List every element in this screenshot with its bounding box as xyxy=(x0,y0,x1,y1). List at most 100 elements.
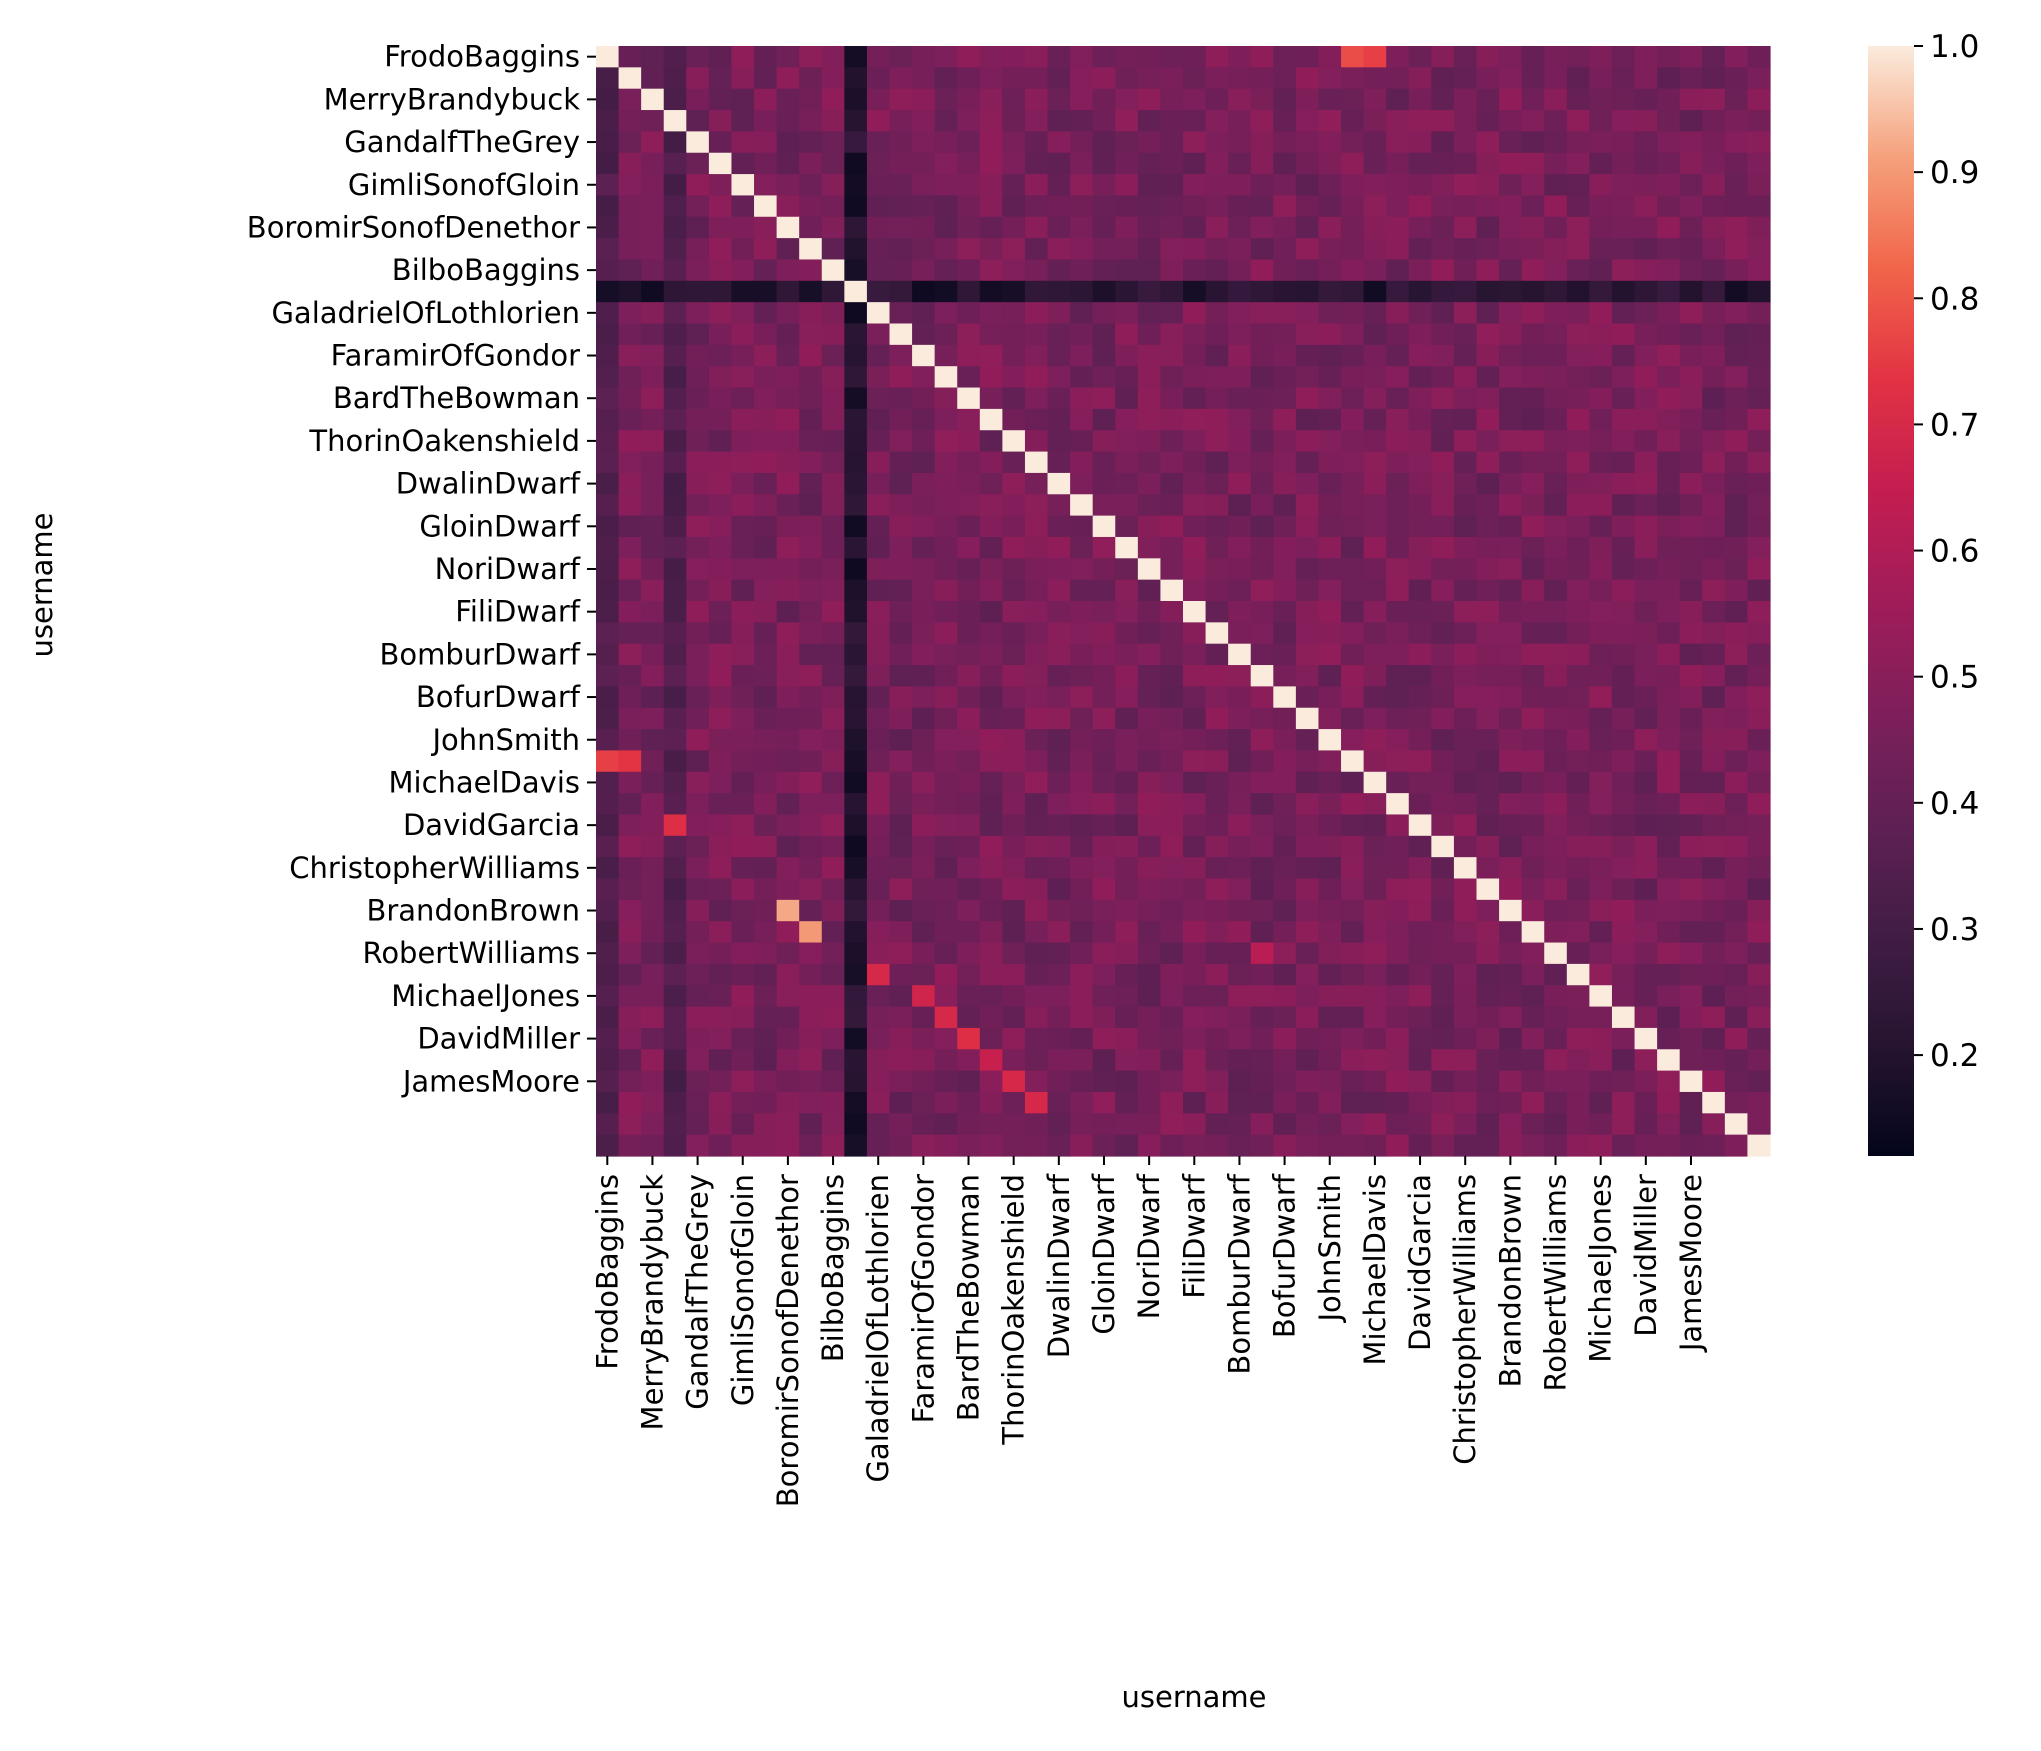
heatmap-cell xyxy=(754,387,778,410)
heatmap-cell xyxy=(1747,238,1771,261)
heatmap-cell xyxy=(1160,771,1184,794)
heatmap-cell xyxy=(1318,536,1342,559)
heatmap-cell xyxy=(1589,88,1613,111)
heatmap-cell xyxy=(1702,1070,1726,1093)
heatmap-cell xyxy=(1341,835,1365,858)
heatmap-cell xyxy=(686,793,710,816)
heatmap-cell xyxy=(776,835,800,858)
heatmap-cell xyxy=(957,195,981,218)
x-tick-label: BofurDwarf xyxy=(1268,1173,1302,1338)
heatmap-cell xyxy=(776,878,800,901)
heatmap-cell xyxy=(596,195,620,218)
heatmap-cell xyxy=(1702,131,1726,154)
heatmap-cell xyxy=(1318,963,1342,986)
heatmap-cell xyxy=(1747,46,1771,68)
heatmap-cell xyxy=(1544,1091,1568,1114)
heatmap-cell xyxy=(844,430,868,453)
heatmap-cell xyxy=(1408,344,1432,367)
heatmap-cell xyxy=(686,1027,710,1050)
heatmap-cell xyxy=(1363,835,1387,858)
heatmap-cell xyxy=(618,366,642,389)
heatmap-cell xyxy=(1453,174,1478,197)
heatmap-cell xyxy=(618,558,642,581)
heatmap-cell xyxy=(1273,430,1297,453)
heatmap-cell xyxy=(1295,259,1320,282)
heatmap-cell xyxy=(1273,771,1297,794)
heatmap-cell xyxy=(1431,771,1455,794)
heatmap-cell xyxy=(1521,430,1545,453)
heatmap-cell xyxy=(1453,793,1478,816)
heatmap-cell xyxy=(1544,280,1568,303)
heatmap-cell xyxy=(1183,643,1207,666)
heatmap-cell xyxy=(799,686,823,709)
heatmap-cell xyxy=(1566,899,1590,922)
heatmap-cell xyxy=(1589,46,1613,68)
heatmap-cell xyxy=(844,280,868,303)
heatmap-cell xyxy=(1386,216,1410,239)
heatmap-cell xyxy=(618,323,642,346)
heatmap-cell xyxy=(979,472,1003,495)
heatmap-cell xyxy=(1544,366,1568,389)
heatmap-cell xyxy=(1544,963,1568,986)
heatmap-cell xyxy=(1070,1134,1094,1157)
heatmap-cell xyxy=(844,1027,868,1050)
heatmap-cell xyxy=(1453,729,1478,752)
heatmap-cell xyxy=(889,707,913,730)
heatmap-cell xyxy=(1679,750,1703,773)
heatmap-cell xyxy=(1611,302,1636,325)
heatmap-cell xyxy=(1702,857,1726,880)
heatmap-cell xyxy=(1476,622,1500,645)
heatmap-cell xyxy=(1183,494,1207,517)
heatmap-cell xyxy=(1611,67,1636,90)
heatmap-cell xyxy=(912,835,936,858)
colorbar-ticks: 1.00.90.80.70.60.50.40.30.2 xyxy=(1914,29,1979,1074)
heatmap-cell xyxy=(979,878,1003,901)
heatmap-cell xyxy=(1386,985,1410,1008)
heatmap-cell xyxy=(754,729,778,752)
heatmap-cell xyxy=(618,515,642,538)
heatmap-cell xyxy=(1724,921,1749,944)
heatmap-cell xyxy=(1295,1113,1320,1136)
heatmap-cell xyxy=(596,558,620,581)
heatmap-cell xyxy=(1634,729,1658,752)
heatmap-cell xyxy=(1544,643,1568,666)
heatmap-cell xyxy=(1702,195,1726,218)
heatmap-cell xyxy=(663,515,687,538)
heatmap-cell xyxy=(1611,344,1636,367)
heatmap-cell xyxy=(1431,88,1455,111)
heatmap-cell xyxy=(912,131,936,154)
heatmap-cell xyxy=(1589,729,1613,752)
heatmap-cell xyxy=(1115,707,1139,730)
heatmap-cell xyxy=(1160,622,1184,645)
heatmap-cell xyxy=(1408,67,1432,90)
heatmap-cell xyxy=(866,110,891,132)
heatmap-cell xyxy=(1047,622,1071,645)
heatmap-cell xyxy=(1431,750,1455,773)
heatmap-cell xyxy=(618,1113,642,1136)
heatmap-cell xyxy=(912,1113,936,1136)
heatmap-cell xyxy=(1679,686,1703,709)
heatmap-cell xyxy=(1115,430,1139,453)
heatmap-cell xyxy=(1702,1049,1726,1072)
heatmap-cell xyxy=(1589,814,1613,837)
heatmap-cell xyxy=(889,729,913,752)
heatmap-cell xyxy=(663,686,687,709)
heatmap-cell xyxy=(618,963,642,986)
heatmap-cell xyxy=(957,857,981,880)
heatmap-cell xyxy=(1589,387,1613,410)
heatmap-cell xyxy=(1702,515,1726,538)
heatmap-cell xyxy=(934,131,958,154)
heatmap-cell xyxy=(912,1049,936,1072)
heatmap-cell xyxy=(1544,665,1568,687)
heatmap-cell xyxy=(957,344,981,367)
heatmap-cell xyxy=(821,835,845,858)
heatmap-cell xyxy=(1024,643,1049,666)
heatmap-cell xyxy=(1250,1027,1274,1050)
heatmap-cell xyxy=(754,494,778,517)
heatmap-cell xyxy=(889,280,913,303)
heatmap-cell xyxy=(1408,857,1432,880)
heatmap-cell xyxy=(866,430,891,453)
heatmap-cell xyxy=(1386,601,1410,623)
heatmap-cell xyxy=(596,451,620,474)
heatmap-cell xyxy=(799,643,823,666)
